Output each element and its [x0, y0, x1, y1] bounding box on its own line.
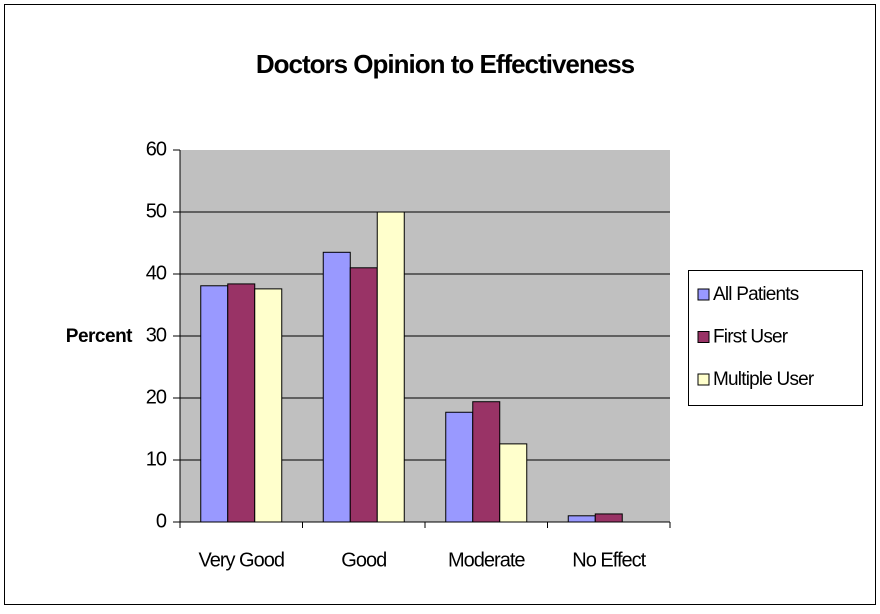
legend-swatch [697, 373, 710, 386]
bar [594, 513, 623, 523]
legend-label: All Patients [713, 284, 799, 305]
y-tick-label: 20 [146, 386, 167, 408]
chart-title: Doctors Opinion to Effectiveness [256, 49, 635, 79]
x-tick-label: Moderate [448, 549, 525, 571]
bar [349, 267, 378, 523]
y-tick-label: 60 [146, 138, 167, 160]
x-tick-label: Very Good [198, 549, 284, 571]
y-tick-label: 40 [146, 262, 167, 284]
y-tick-label: 50 [146, 200, 167, 222]
legend-label: Multiple User [713, 369, 815, 390]
legend-swatch [697, 331, 710, 343]
y-tick-label: 30 [146, 324, 167, 346]
legend-swatch [697, 288, 710, 301]
bar [254, 288, 283, 523]
x-tick-label: Good [341, 549, 386, 571]
bar [376, 211, 405, 523]
bar [322, 251, 351, 523]
bar [567, 515, 596, 523]
bar [472, 401, 501, 523]
bar [227, 283, 256, 523]
legend [688, 270, 863, 406]
bar [200, 285, 229, 523]
bar [499, 443, 528, 523]
y-axis-label: Percent [66, 326, 133, 347]
legend-label: First User [713, 327, 789, 348]
bar [445, 411, 474, 523]
x-tick-label: No Effect [572, 549, 646, 571]
y-tick-label: 10 [146, 448, 167, 470]
y-tick-label: 0 [156, 510, 167, 532]
